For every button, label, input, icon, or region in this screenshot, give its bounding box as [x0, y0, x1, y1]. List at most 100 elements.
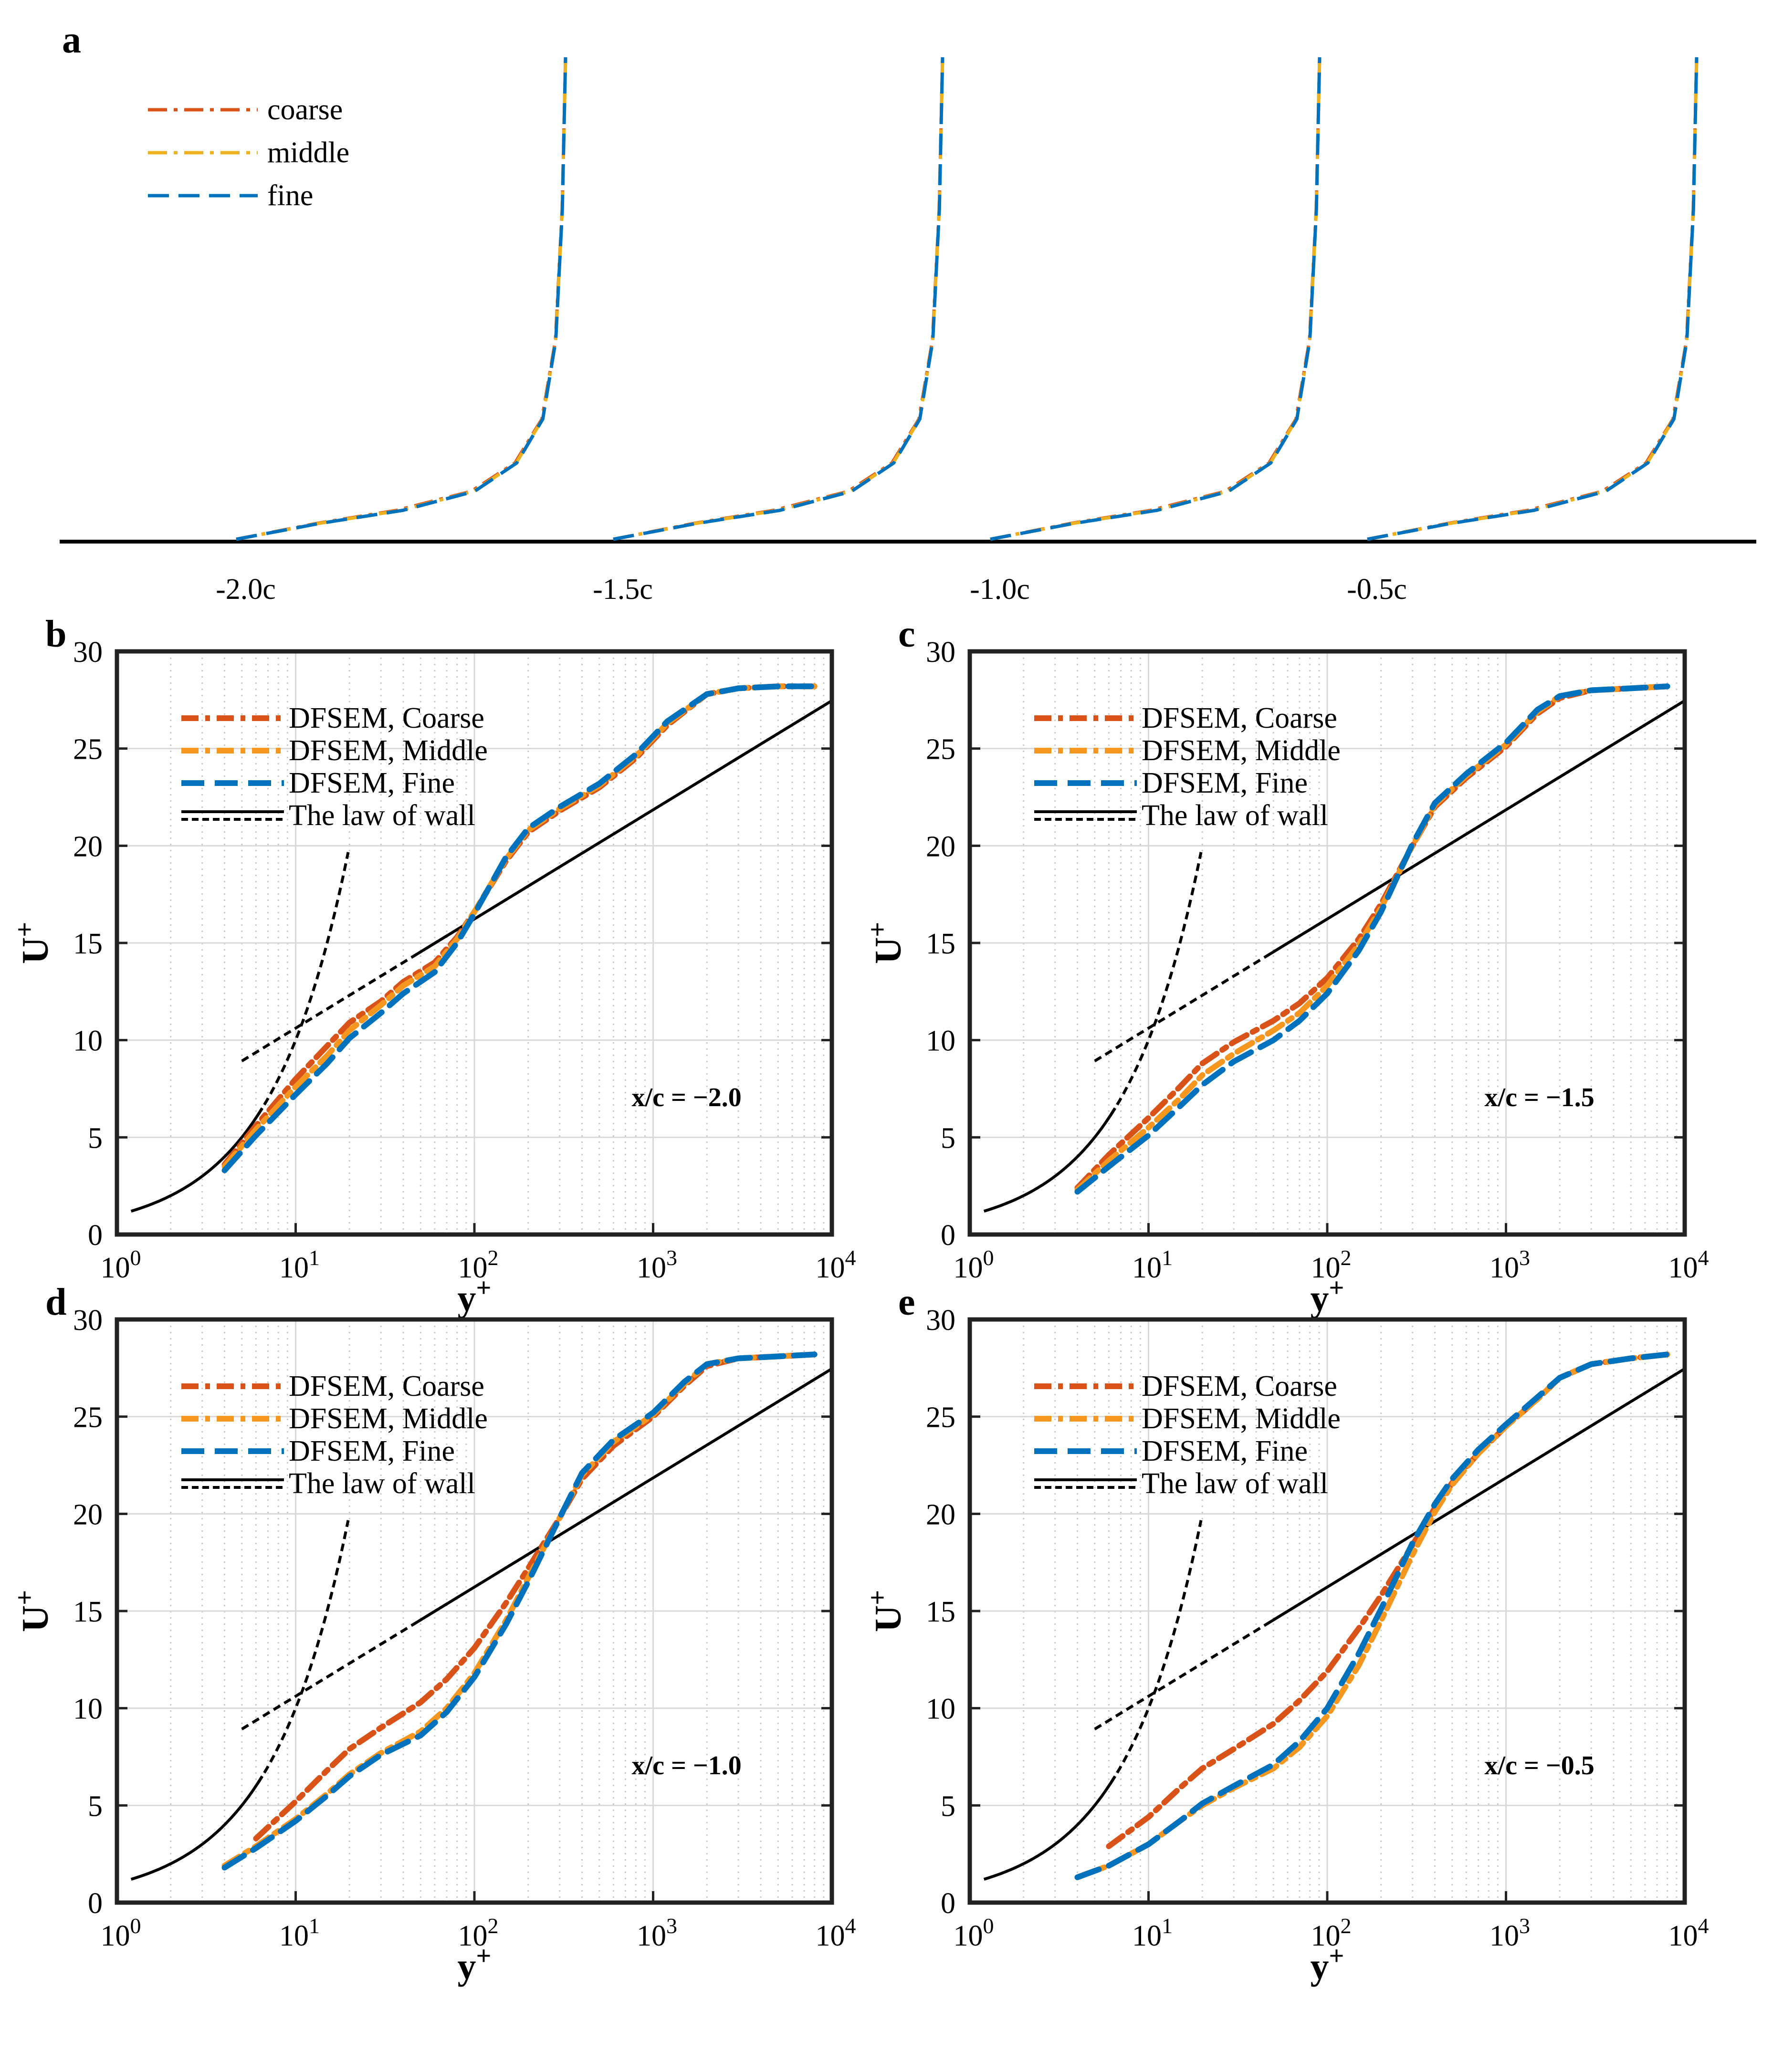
legend-label: DFSEM, Coarse — [1142, 1370, 1337, 1402]
ytick-label: 30 — [73, 1304, 103, 1337]
ytick-label: 15 — [73, 928, 103, 960]
ytick-label: 10 — [73, 1693, 103, 1726]
legend-label: DFSEM, Fine — [1142, 1435, 1308, 1467]
series-fine-line — [221, 683, 818, 1173]
xtick-label: 103 — [1490, 1914, 1530, 1952]
ytick-label: 15 — [926, 928, 955, 960]
law-log-dashed — [241, 955, 413, 1062]
law-viscous-dashed — [1109, 852, 1203, 1116]
law-log-solid — [1264, 1367, 1686, 1626]
xtick-exponent: 1 — [309, 1914, 320, 1938]
profile-coarse-line — [613, 57, 944, 541]
xtick-exponent: 0 — [130, 1245, 141, 1270]
profile-fine-line — [236, 57, 567, 541]
x-axis-label: y+ — [458, 1941, 492, 1987]
xtick-base: 10 — [1490, 1252, 1519, 1284]
y-axis-label-main: U — [14, 937, 56, 964]
station-annotation: x/c = −1.5 — [1485, 1083, 1595, 1112]
xtick-exponent: 4 — [845, 1245, 856, 1270]
xtick-base: 10 — [1311, 1252, 1341, 1284]
xtick-base: 10 — [101, 1252, 130, 1284]
ytick-label: 5 — [88, 1790, 103, 1822]
xtick-exponent: 0 — [983, 1245, 994, 1270]
ytick-label: 25 — [926, 733, 955, 766]
legend-label: DFSEM, Coarse — [289, 702, 484, 734]
panel-label-a: a — [62, 19, 81, 61]
xtick-label: 104 — [1668, 1245, 1709, 1284]
legend-label: The law of wall — [1142, 1467, 1328, 1500]
y-axis-label-sup: + — [863, 922, 892, 937]
legend-label: The law of wall — [289, 799, 475, 832]
ytick-label: 10 — [926, 1693, 955, 1726]
y-axis-label-sup: + — [10, 1590, 40, 1605]
station-annotation: x/c = −1.0 — [632, 1751, 742, 1780]
panel-label-d: d — [45, 1281, 67, 1323]
panel-label-e: e — [898, 1281, 915, 1323]
ytick-label: 25 — [73, 733, 103, 766]
x-axis-label: y+ — [1311, 1273, 1344, 1319]
profile-fine-line — [990, 57, 1322, 541]
legend-label: fine — [267, 179, 313, 212]
profile-coarse-line — [236, 57, 567, 541]
profile-fine-line — [1367, 57, 1699, 541]
xtick-base: 10 — [954, 1920, 983, 1952]
panel-label-c: c — [898, 613, 915, 655]
x-axis-label: y+ — [458, 1273, 492, 1319]
xtick-base: 10 — [1490, 1920, 1519, 1952]
ytick-label: 0 — [88, 1887, 103, 1920]
law-viscous-solid — [130, 1107, 264, 1213]
xtick-label: 100 — [954, 1245, 994, 1284]
legend-label: DFSEM, Middle — [289, 734, 488, 767]
xtick-base: 10 — [637, 1920, 666, 1952]
xtick-label: 101 — [279, 1914, 320, 1952]
law-log-dashed — [1094, 1623, 1266, 1730]
xtick-exponent: 3 — [1519, 1245, 1530, 1270]
xtick-label: 102 — [458, 1245, 499, 1284]
xtick-base: 10 — [1132, 1252, 1162, 1284]
x-axis-label-sup: + — [476, 1941, 492, 1971]
xtick-base: 10 — [1132, 1920, 1162, 1952]
xtick-exponent: 3 — [666, 1914, 677, 1938]
station-tick-label: -1.5c — [593, 573, 653, 606]
law-log-solid — [411, 1367, 833, 1626]
xtick-base: 10 — [1668, 1920, 1698, 1952]
ytick-label: 15 — [73, 1596, 103, 1628]
xtick-label: 100 — [101, 1914, 141, 1952]
xtick-base: 10 — [637, 1252, 666, 1284]
xtick-exponent: 2 — [488, 1245, 499, 1270]
xtick-label: 104 — [816, 1914, 856, 1952]
xtick-exponent: 1 — [1162, 1914, 1173, 1938]
xtick-exponent: 0 — [130, 1914, 141, 1938]
law-viscous-dashed — [256, 1520, 350, 1784]
xtick-base: 10 — [1311, 1920, 1341, 1952]
xtick-label: 101 — [279, 1245, 320, 1284]
law-log-dashed — [241, 1623, 413, 1730]
xtick-label: 104 — [1668, 1914, 1709, 1952]
profile-middle-line — [990, 57, 1322, 541]
legend-label: DFSEM, Middle — [1142, 1402, 1341, 1435]
ytick-label: 5 — [88, 1122, 103, 1154]
y-axis-label: U+ — [863, 1590, 909, 1632]
legend-label: DFSEM, Fine — [1142, 767, 1308, 799]
profile-middle-line — [1367, 57, 1699, 541]
ytick-label: 10 — [73, 1025, 103, 1057]
law-viscous-solid — [983, 1107, 1117, 1213]
x-axis-label-main: y — [1311, 1946, 1329, 1987]
ytick-label: 15 — [926, 1596, 955, 1628]
grid — [969, 651, 1685, 1235]
xtick-base: 10 — [458, 1920, 488, 1952]
legend-label: The law of wall — [1142, 799, 1328, 832]
ytick-label: 25 — [73, 1402, 103, 1434]
legend-label: DFSEM, Middle — [289, 1402, 488, 1435]
station-tick-label: -1.0c — [970, 573, 1030, 606]
law-log-solid — [411, 699, 833, 958]
legend-label: DFSEM, Coarse — [289, 1370, 484, 1402]
y-axis-label-sup: + — [863, 1590, 892, 1605]
legend-label: middle — [267, 136, 349, 169]
xtick-label: 103 — [637, 1914, 677, 1952]
xtick-label: 100 — [101, 1245, 141, 1284]
profile-fine-line — [613, 57, 944, 541]
